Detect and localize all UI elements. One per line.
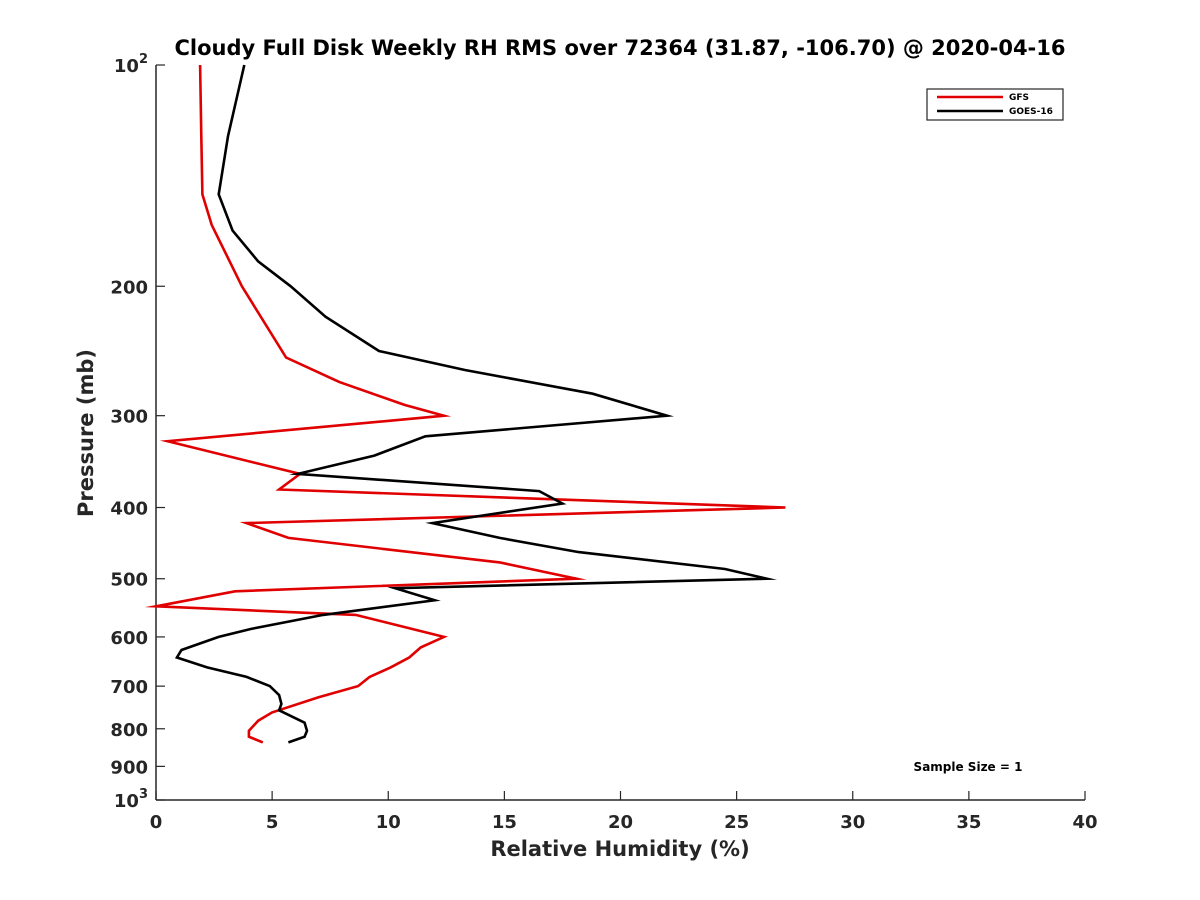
y-axis-ticks: 102 200 300 400 500 600 700 800 900 103 [110,52,165,812]
legend-box [926,88,1064,121]
series-line-goes-16 [174,64,778,744]
x-tick-label: 20 [608,812,633,833]
y-tick-label: 900 [110,757,148,778]
x-tick-label: 10 [376,812,401,833]
sample-size-annotation: Sample Size = 1 [914,760,1023,774]
y-axis-label: Pressure (mb) [74,349,98,517]
x-axis-ticks: 0 5 10 15 20 25 30 35 40 [150,791,1098,833]
chart-title: Cloudy Full Disk Weekly RH RMS over 7236… [174,36,1065,60]
x-tick-label: 0 [150,812,163,833]
series-line-gfs [144,64,786,744]
x-axis-label: Relative Humidity (%) [490,837,749,861]
legend-label-goes-16: GOES-16 [1009,107,1053,117]
legend-label-gfs: GFS [1009,93,1029,103]
x-tick-label: 25 [724,812,749,833]
x-tick-label: 30 [840,812,865,833]
y-tick-label: 500 [110,570,148,591]
y-tick-label: 200 [110,277,148,298]
y-tick-label: 300 [110,407,148,428]
legend: GFS GOES-16 [926,88,1064,121]
y-tick-label: 800 [110,720,148,741]
x-tick-label: 5 [266,812,279,833]
x-tick-label: 40 [1072,812,1097,833]
y-tick-label: 102 [114,52,148,77]
series-layer [144,64,786,744]
y-tick-label: 600 [110,628,148,649]
x-tick-label: 15 [492,812,517,833]
y-tick-label: 700 [110,677,148,698]
x-tick-label: 35 [956,812,981,833]
y-tick-label: 103 [114,787,148,812]
y-tick-label: 400 [110,499,148,520]
